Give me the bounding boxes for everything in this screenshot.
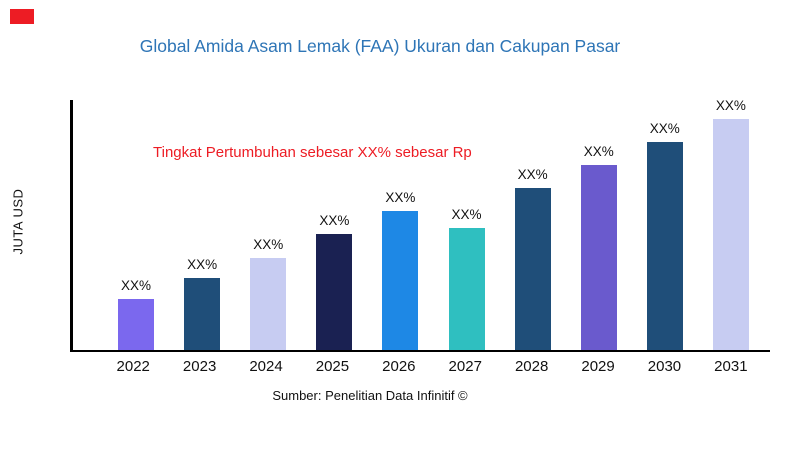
bar-group-2029: XX%	[566, 144, 632, 350]
bar-2026	[382, 211, 419, 350]
bar-2024	[250, 258, 287, 350]
x-tick-2026: 2026	[382, 358, 416, 375]
bar-value-label: XX%	[385, 190, 416, 205]
bar-value-label: XX%	[319, 213, 350, 228]
plot-area: Tingkat Pertumbuhan sebesar XX% sebesar …	[70, 98, 770, 352]
bar-series: XX% XX% XX% XX% XX% XX% XX% XX% XX% XX%	[73, 98, 770, 350]
brand-mark-red-square	[10, 9, 34, 24]
bar-group-2026: XX%	[367, 190, 433, 350]
bar-group-2025: XX%	[301, 213, 367, 350]
x-tick-2030: 2030	[647, 358, 682, 375]
x-axis-ticks: 2022 2023 2024 2025 2026 2027 2028 2029 2030 2031	[70, 358, 770, 375]
bar-value-label: XX%	[451, 207, 482, 222]
y-axis-label: JUTA USD	[10, 188, 26, 255]
source-attribution: Sumber: Penelitian Data Infinitif ©	[272, 388, 468, 403]
bar-value-label: XX%	[583, 144, 614, 159]
bar-value-label: XX%	[715, 98, 746, 113]
bar-group-2022: XX%	[103, 278, 169, 350]
bar-value-label: XX%	[121, 278, 152, 293]
bar-2023	[184, 278, 221, 350]
x-tick-2024: 2024	[249, 358, 283, 375]
bar-value-label: XX%	[517, 167, 548, 182]
bar-2031	[712, 119, 749, 350]
bar-group-2024: XX%	[235, 237, 301, 350]
bar-value-label: XX%	[187, 257, 218, 272]
x-tick-2023: 2023	[182, 358, 217, 375]
bar-2022	[118, 299, 155, 350]
bar-value-label: XX%	[253, 237, 284, 252]
bar-group-2028: XX%	[500, 167, 566, 350]
x-tick-2028: 2028	[514, 358, 549, 375]
x-tick-2022: 2022	[116, 358, 150, 375]
bar-group-2030: XX%	[632, 121, 698, 350]
bar-group-2031: XX%	[698, 98, 764, 350]
bar-2027	[448, 228, 485, 350]
bar-2028	[514, 188, 551, 350]
bar-2030	[646, 142, 683, 350]
bar-group-2027: XX%	[433, 207, 499, 350]
bar-value-label: XX%	[649, 121, 680, 136]
x-tick-2027: 2027	[448, 358, 482, 375]
bar-group-2023: XX%	[169, 257, 235, 350]
x-tick-2025: 2025	[315, 358, 350, 375]
x-tick-2031: 2031	[714, 358, 748, 375]
chart-title: Global Amida Asam Lemak (FAA) Ukuran dan…	[139, 36, 621, 56]
bar-2029	[580, 165, 617, 350]
x-tick-2029: 2029	[581, 358, 615, 375]
bar-2025	[316, 234, 353, 350]
growth-annotation: Tingkat Pertumbuhan sebesar XX% sebesar …	[153, 144, 472, 161]
